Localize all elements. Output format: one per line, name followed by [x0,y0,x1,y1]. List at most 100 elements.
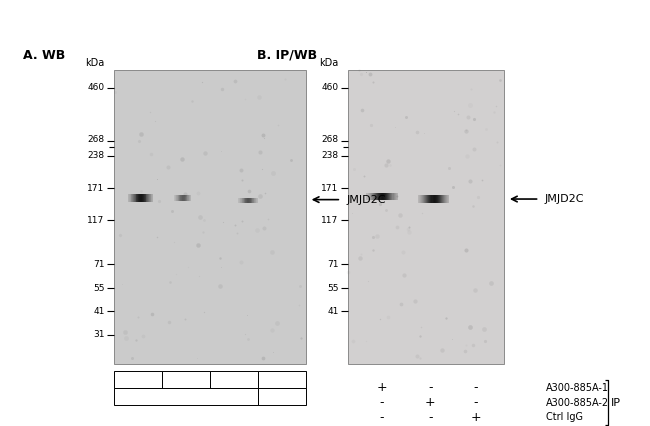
Text: 41: 41 [94,307,105,316]
Bar [367,193,369,200]
Bar [145,194,146,202]
Bar [436,196,437,203]
Bar [137,194,138,202]
Text: A300-885A-2: A300-885A-2 [546,397,609,408]
Bar [257,388,306,405]
Bar [388,193,389,200]
Bar [421,196,422,203]
Text: 268: 268 [88,135,105,144]
Text: 238: 238 [88,151,105,160]
Bar [114,70,306,364]
Bar [425,196,426,203]
Bar [385,193,386,200]
Bar [114,371,162,388]
Text: -: - [428,381,433,394]
Text: 117: 117 [87,216,105,225]
Bar [162,371,209,388]
Text: 460: 460 [88,83,105,92]
Bar [135,194,136,202]
Text: -: - [473,396,478,409]
Bar [380,193,381,200]
Bar [383,193,384,200]
Bar [374,193,375,200]
Bar [430,196,432,203]
Bar [146,194,148,202]
Text: A. WB: A. WB [23,49,65,62]
Bar [381,193,382,200]
Bar [395,193,396,200]
Bar [440,196,441,203]
Bar [393,193,395,200]
Bar [382,193,383,200]
Bar [209,371,257,388]
Bar [150,194,151,202]
Bar [424,196,425,203]
Bar [437,196,439,203]
Bar [427,196,428,203]
Text: 460: 460 [322,83,339,92]
Text: JMJD2C: JMJD2C [545,194,584,204]
Bar [423,196,424,203]
Text: +: + [377,381,387,394]
Bar [443,196,444,203]
Text: 117: 117 [321,216,339,225]
Text: 5: 5 [230,374,237,384]
Bar [447,196,448,203]
Bar [387,193,388,200]
Bar [372,193,374,200]
Bar [442,196,443,203]
Text: -: - [380,396,384,409]
Bar [396,193,398,200]
Bar [391,193,393,200]
Bar [420,196,421,203]
Bar [114,388,257,405]
Bar [444,196,445,203]
Bar [144,194,145,202]
Text: +: + [425,396,436,409]
Text: 55: 55 [327,284,339,293]
Text: +: + [471,411,481,424]
Text: 50: 50 [131,374,145,384]
Bar [439,196,440,203]
Text: kDa: kDa [319,58,339,68]
Bar [441,196,442,203]
Text: 41: 41 [328,307,339,316]
Text: 31: 31 [93,330,105,340]
Bar [389,193,391,200]
Text: Ctrl IgG: Ctrl IgG [546,412,583,423]
Bar [369,193,370,200]
Text: B. IP/WB: B. IP/WB [257,49,317,62]
Text: -: - [380,411,384,424]
Bar [434,196,435,203]
Bar [432,196,434,203]
Text: JMJD2C: JMJD2C [346,195,386,204]
Text: 15: 15 [179,374,192,384]
Text: kDa: kDa [85,58,105,68]
Bar [140,194,142,202]
Bar [386,193,387,200]
Text: 268: 268 [322,135,339,144]
Text: 71: 71 [327,260,339,269]
Bar [419,196,420,203]
Bar [428,196,430,203]
Bar [134,194,135,202]
Bar [139,194,140,202]
Text: 171: 171 [87,184,105,193]
Bar [129,194,130,202]
Bar [136,194,137,202]
Bar [448,196,449,203]
Text: -: - [428,411,433,424]
Text: A300-885A-1: A300-885A-1 [546,383,609,393]
Bar [379,193,380,200]
Bar [152,194,153,202]
Text: 238: 238 [322,151,339,160]
Text: IP: IP [611,397,621,408]
Text: 55: 55 [93,284,105,293]
Text: HeLa: HeLa [172,391,200,401]
Bar [133,194,134,202]
Bar [377,193,378,200]
Bar [445,196,446,203]
Text: T: T [278,391,285,401]
Text: 71: 71 [93,260,105,269]
Bar [130,194,131,202]
